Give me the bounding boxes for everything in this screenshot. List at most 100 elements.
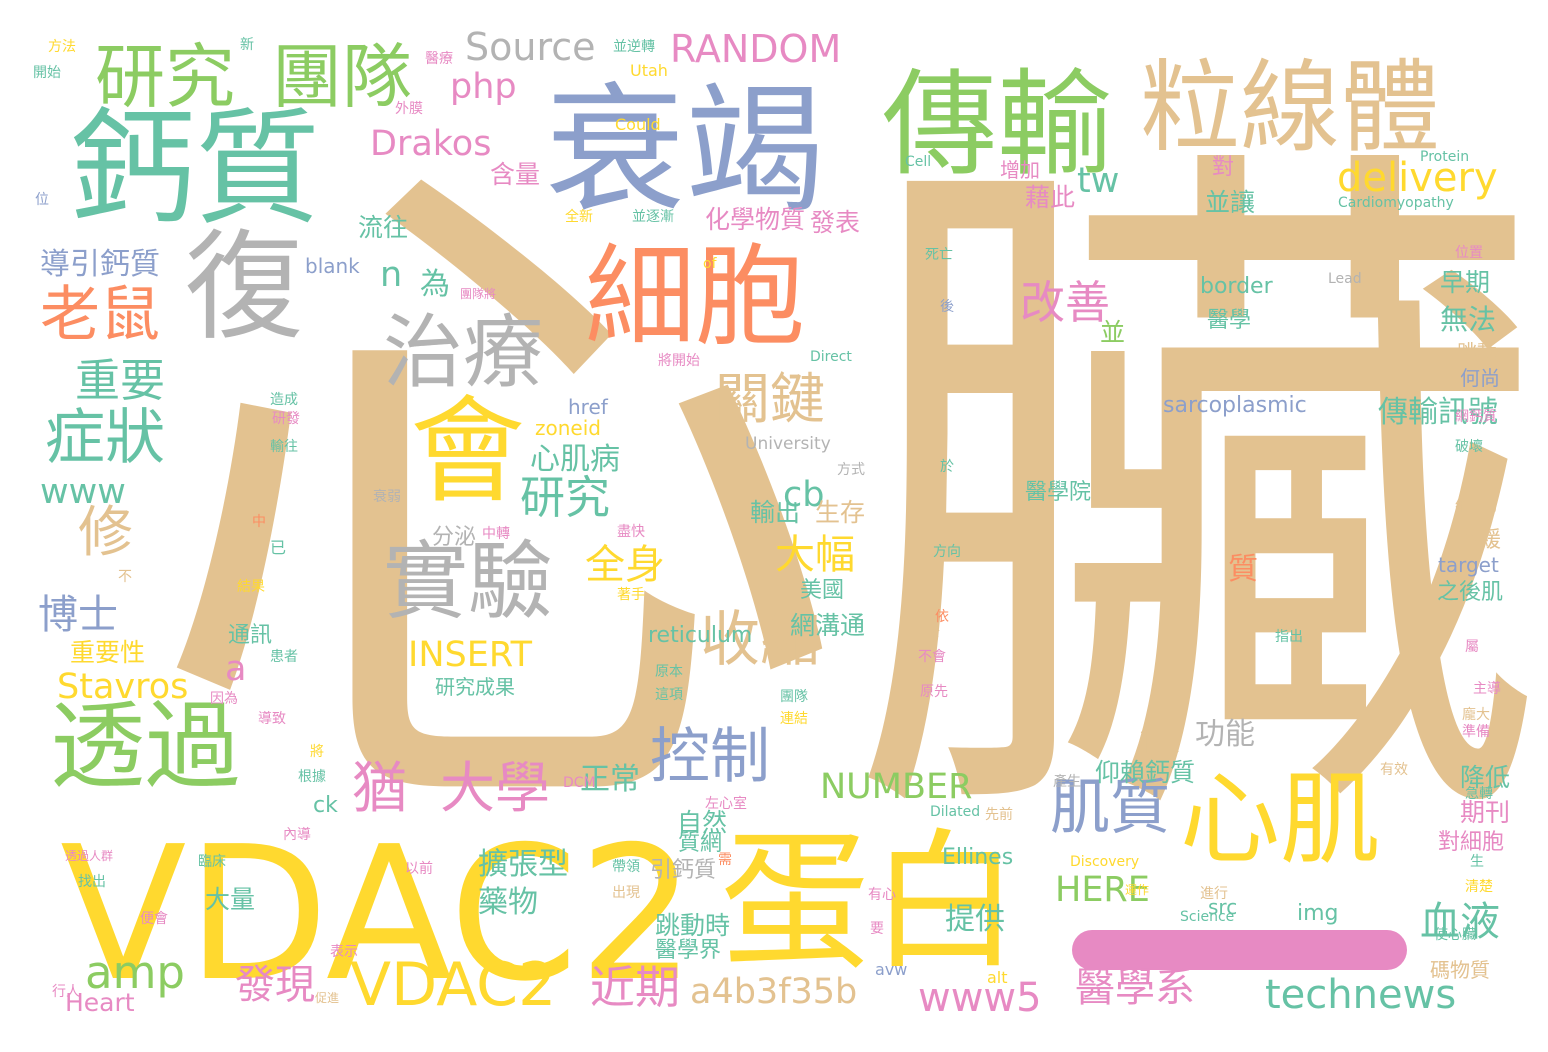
word-119: Direct [810,349,852,365]
word-149: 中 [252,514,266,530]
word-57: 藥物 [478,885,538,920]
word-9: 會 [410,385,526,519]
word-52: n [380,255,403,295]
word-142: 位置 [1455,245,1483,261]
word-112: src [1208,895,1238,919]
word-33: 近期 [590,961,681,1014]
word-108: 質 [1228,552,1258,587]
word-127: avw [875,960,908,979]
word-15: 團隊 [272,36,412,118]
word-137: 死亡 [925,247,953,263]
word-178: 急轉 [1465,786,1493,802]
word-151: 衰弱 [373,489,401,505]
word-126: alt [987,968,1008,987]
word-189: 進行 [1200,886,1228,902]
word-150: 已 [270,538,287,557]
word-124: Discovery [1070,854,1140,870]
word-117: Protein [1420,149,1470,165]
word-67: reticulum [648,623,753,648]
word-144: 破壞 [1455,439,1483,455]
word-163: 這項 [655,687,683,703]
word-175: 將 [310,744,324,760]
word-186: 需 [718,852,732,868]
word-161: 原先 [920,684,948,700]
word-18: 症狀 [45,403,165,473]
word-156: 結果 [237,579,265,595]
word-63: 為 [420,267,450,302]
word-79: 之後肌 [1437,580,1504,605]
word-192: 清楚 [1465,879,1493,895]
word-199: 表示 [330,944,358,960]
word-177: 有效 [1380,762,1408,778]
word-102: 醫學院 [1025,480,1092,505]
word-115: Could [615,115,661,134]
word-5: 粒線體 [1140,49,1440,166]
word-98: 質網 [678,831,723,856]
word-171: 導致 [258,711,286,727]
word-136: 並逐漸 [632,209,674,225]
word-83: 化學物質 [705,205,806,234]
word-168: 準備 [1462,724,1490,740]
word-30: Source [465,25,596,69]
word-70: 無法 [1440,303,1497,336]
word-60: 傳輸訊號 [1378,395,1498,430]
word-138: 後 [940,299,954,315]
word-106: 通訊 [228,623,273,648]
word-111: 碼物質 [1430,958,1490,982]
word-91: 網溝通 [790,611,866,640]
word-41: Stavros [57,667,189,707]
word-49: 血液 [1420,899,1500,945]
word-100: img [1297,901,1339,926]
word-37: Drakos [370,124,492,164]
word-133: 外膜 [395,101,423,117]
word-200: 團隊將 [460,287,497,301]
word-174: 根據 [298,769,326,785]
word-190: 運作 [1125,883,1150,897]
word-157: 著手 [617,587,645,603]
word-114: Utah [630,61,668,80]
word-73: 早期 [1440,268,1491,297]
word-129: 開始 [33,65,61,81]
word-42: 醫學系 [1075,965,1195,1011]
word-69: border [1200,274,1273,299]
word-25: www5 [918,975,1042,1021]
word-74: 仰賴鈣質 [1095,758,1196,787]
word-125: Science [1180,909,1235,925]
word-135: 全新 [565,209,593,225]
word-32: www [40,472,126,512]
word-59: 導引鈣質 [40,247,160,282]
word-31: a4b3f35b [690,972,858,1012]
word-80: 並讓 [1205,188,1256,217]
word-153: 盡快 [617,524,645,540]
word-107: 分泌 [432,525,477,550]
word-148: 輸往 [270,439,298,455]
word-38: NUMBER [820,767,973,807]
word-101: ck [313,793,338,818]
word-78: target [1438,553,1499,577]
word-16: VDAC2 [350,950,557,1020]
word-140: 於 [940,459,954,475]
word-0: 心臟 [146,94,1546,909]
word-183: 找出 [78,874,106,890]
word-105: 對 [1212,155,1235,180]
word-109: 並 [1100,318,1126,347]
word-169: 患者 [270,649,298,665]
word-4: 傳輸 [882,58,1113,192]
word-58: 提供 [945,902,1005,937]
word-75: 期刊 [1460,798,1511,827]
word-26: 大學 [440,756,551,820]
word-134: 位 [35,192,49,208]
word-44: 改善 [1020,276,1111,329]
word-132: 並逆轉 [613,39,655,55]
word-167: 龐大 [1462,707,1490,723]
word-77: 舒緩 [1457,528,1502,553]
word-17: 老鼠 [40,280,160,350]
word-6: 蛋白 [720,816,1021,990]
word-110: 對細胞 [1438,830,1505,855]
word-164: 指出 [1275,629,1303,645]
word-122: Dilated [930,804,981,820]
word-11: 透過 [50,692,241,802]
word-158: 依 [935,609,949,625]
word-179: 內導 [283,827,311,843]
word-14: 研究 [95,36,235,118]
